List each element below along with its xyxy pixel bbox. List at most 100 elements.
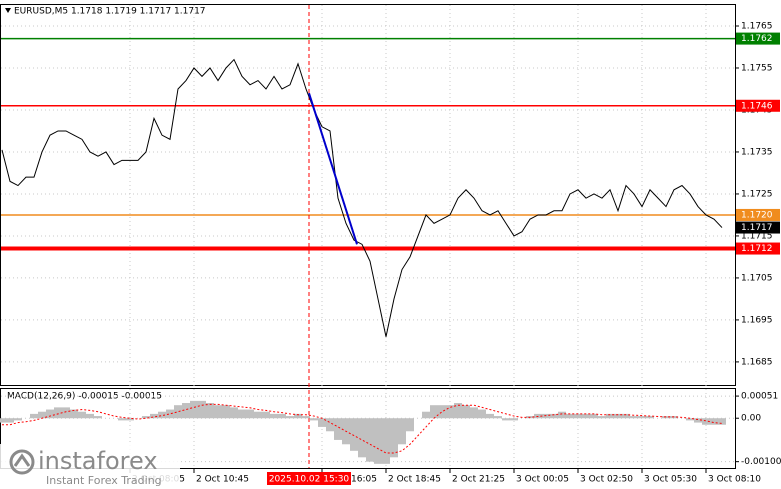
logo-icon [13,453,31,467]
macd-bar [86,413,94,419]
last-price-bg [736,221,780,234]
x-tick-label: 2 Oct 18:45 [388,475,441,485]
x-tick-label: 3 Oct 00:05 [516,475,569,485]
macd-bar [406,418,414,432]
macd-bar [494,416,502,419]
chart-title: EURUSD,M5 1.1718 1.1719 1.1717 1.1717 [14,7,206,17]
macd-bar [446,405,454,419]
macd-bar [30,413,38,419]
macd-bar [118,418,126,421]
macd-bar [430,405,438,419]
macd-bar [214,405,222,419]
macd-bar [0,418,6,423]
y-tick-label: 1.1695 [741,315,773,325]
menu-arrow [5,8,11,13]
macd-bar [686,418,694,421]
level-label: 1.1746 [741,101,773,111]
macd-bar [14,418,22,421]
macd-bar [574,413,582,419]
macd-bar [374,418,382,464]
y-tick-label: 0.00 [741,414,761,424]
macd-bar [318,418,326,427]
macd-bar [382,418,390,464]
x-tick-label: 3 Oct 02:50 [580,475,633,485]
level-label-bg [736,32,780,45]
macd-bar [558,411,566,419]
y-tick-label: 1.1715 [741,231,773,241]
macd-bar [294,413,302,419]
macd-bar [246,409,254,419]
macd-bar [326,418,334,432]
x-tick-label: 2 Oct 21:25 [452,475,505,485]
macd-bar [710,418,718,425]
macd-bar [702,418,710,425]
macd-bar [310,418,318,421]
macd-bar [390,418,398,458]
last-price-label: 1.1717 [741,223,773,233]
macd-bar [598,416,606,419]
macd-bar [646,416,654,419]
macd-bar [422,411,430,419]
logo-tagline: Instant Forex Trading [46,474,162,487]
macd-bar [6,418,14,423]
macd-bar [94,416,102,419]
macd-bar [190,400,198,419]
macd-bar [166,409,174,419]
macd-bar [270,413,278,419]
x-tick-label: 3 Oct 05:30 [644,475,697,485]
logo-brand: instaforex [38,447,158,475]
macd-bar [582,413,590,419]
macd-bar [46,409,54,419]
x-tick-label: 3 Oct 08:10 [708,475,761,485]
macd-bar [590,413,598,419]
macd-bar [638,416,646,419]
time-marker-bg [267,472,351,485]
macd-bar [38,411,46,419]
macd-bar [438,405,446,419]
macd-bar [182,403,190,419]
y-tick-label: 1.1685 [741,357,773,367]
level-label-bg [736,242,780,255]
macd-bar [358,418,366,458]
macd-bar [254,411,262,419]
macd-bar [62,407,70,419]
macd-bar [462,405,470,419]
macd-bar [470,407,478,419]
x-tick-label: 2 Oct 10:45 [196,475,249,485]
macd-bar [606,413,614,419]
macd-bar [78,411,86,419]
macd-bar [198,400,206,419]
macd-bar [262,411,270,419]
y-tick-label: 1.1735 [741,147,773,157]
level-label: 1.1720 [741,210,773,220]
logo-backdrop [0,444,180,489]
y-tick-label: 0.00051 [741,392,778,402]
y-tick-label: 1.1725 [741,189,773,199]
macd-bar [238,409,246,419]
macd-bar [158,411,166,419]
macd-bar [174,405,182,419]
signal-line [2,403,723,454]
level-label-bg [736,208,780,221]
level-label: 1.1762 [741,34,773,44]
macd-bar [550,413,558,419]
macd-bar [278,413,286,419]
macd-bar [614,413,622,419]
price-line [1,58,723,337]
macd-bar [302,416,310,419]
macd-bar [398,418,406,445]
macd-bar [286,416,294,419]
macd-bar [502,418,510,421]
logo: instaforex Instant Forex Trading [0,444,180,489]
macd-bar [206,403,214,419]
macd-bar [486,413,494,419]
macd-bar [350,418,358,451]
logo-icon [9,449,35,475]
macd-title: MACD(12,26,9) -0.00015 -0.00015 [7,392,162,402]
y-tick-label: 1.1705 [741,273,773,283]
macd-bar [334,418,342,440]
y-tick-label: 1.1765 [741,21,773,31]
level-label: 1.1712 [741,244,773,254]
macd-bar [454,403,462,419]
